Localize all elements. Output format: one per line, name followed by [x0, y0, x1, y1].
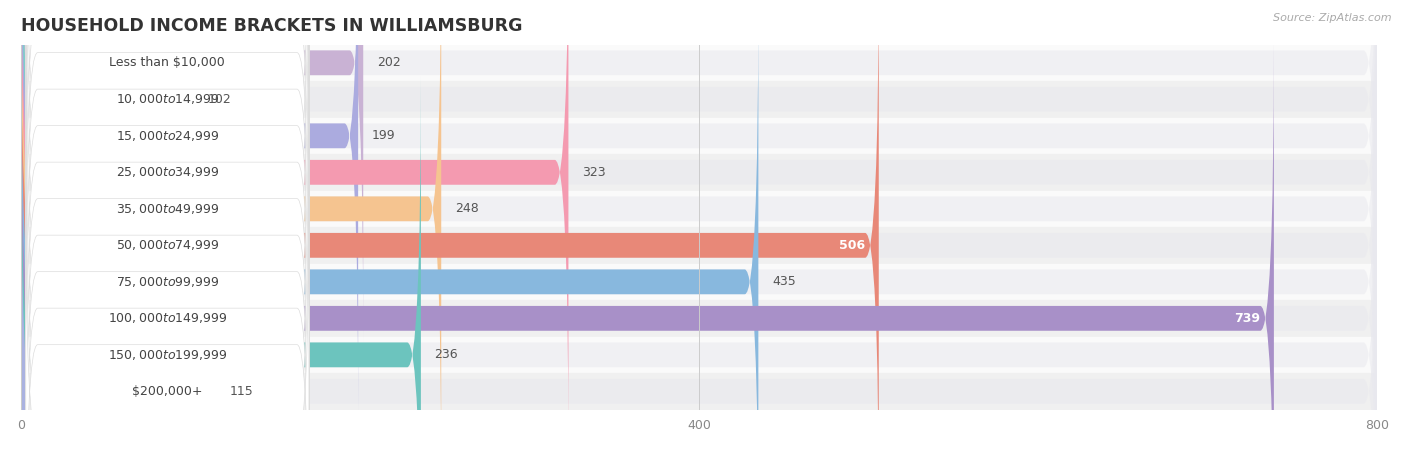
Bar — [21, 264, 1378, 300]
FancyBboxPatch shape — [21, 2, 758, 449]
FancyBboxPatch shape — [21, 39, 1378, 449]
Text: 435: 435 — [772, 275, 796, 288]
FancyBboxPatch shape — [25, 0, 309, 345]
FancyBboxPatch shape — [21, 0, 194, 379]
FancyBboxPatch shape — [21, 112, 215, 449]
Bar — [21, 190, 1378, 227]
FancyBboxPatch shape — [25, 146, 309, 449]
Bar — [21, 373, 1378, 409]
FancyBboxPatch shape — [21, 0, 1378, 449]
Text: $100,000 to $149,999: $100,000 to $149,999 — [108, 311, 226, 326]
FancyBboxPatch shape — [21, 0, 568, 449]
FancyBboxPatch shape — [21, 0, 1378, 449]
Bar — [21, 81, 1378, 118]
Text: HOUSEHOLD INCOME BRACKETS IN WILLIAMSBURG: HOUSEHOLD INCOME BRACKETS IN WILLIAMSBUR… — [21, 17, 522, 35]
FancyBboxPatch shape — [25, 182, 309, 449]
Text: 323: 323 — [582, 166, 606, 179]
Text: $150,000 to $199,999: $150,000 to $199,999 — [108, 348, 226, 362]
FancyBboxPatch shape — [25, 0, 309, 381]
Text: Source: ZipAtlas.com: Source: ZipAtlas.com — [1274, 13, 1392, 23]
Text: $200,000+: $200,000+ — [132, 385, 202, 398]
FancyBboxPatch shape — [21, 0, 1378, 379]
FancyBboxPatch shape — [21, 75, 1378, 449]
FancyBboxPatch shape — [21, 0, 1378, 415]
Text: 506: 506 — [839, 239, 865, 252]
FancyBboxPatch shape — [21, 39, 1274, 449]
FancyBboxPatch shape — [21, 112, 1378, 449]
FancyBboxPatch shape — [25, 110, 309, 449]
FancyBboxPatch shape — [21, 75, 420, 449]
FancyBboxPatch shape — [21, 0, 1378, 343]
FancyBboxPatch shape — [25, 0, 309, 272]
Text: $25,000 to $34,999: $25,000 to $34,999 — [115, 165, 219, 179]
Text: Less than $10,000: Less than $10,000 — [110, 56, 225, 69]
Text: 236: 236 — [434, 348, 458, 361]
FancyBboxPatch shape — [21, 0, 441, 449]
FancyBboxPatch shape — [21, 0, 1378, 449]
FancyBboxPatch shape — [25, 73, 309, 449]
Text: $10,000 to $14,999: $10,000 to $14,999 — [115, 92, 219, 106]
FancyBboxPatch shape — [25, 36, 309, 449]
FancyBboxPatch shape — [25, 0, 309, 308]
FancyBboxPatch shape — [25, 0, 309, 418]
Text: 199: 199 — [371, 129, 395, 142]
Bar — [21, 227, 1378, 264]
Text: 115: 115 — [229, 385, 253, 398]
Bar — [21, 300, 1378, 337]
FancyBboxPatch shape — [21, 0, 359, 415]
Text: 102: 102 — [207, 93, 231, 106]
Text: 202: 202 — [377, 56, 401, 69]
Bar — [21, 337, 1378, 373]
FancyBboxPatch shape — [21, 0, 363, 343]
Bar — [21, 118, 1378, 154]
Text: 739: 739 — [1234, 312, 1260, 325]
Text: $35,000 to $49,999: $35,000 to $49,999 — [115, 202, 219, 216]
Text: $75,000 to $99,999: $75,000 to $99,999 — [115, 275, 219, 289]
FancyBboxPatch shape — [21, 0, 879, 449]
FancyBboxPatch shape — [21, 2, 1378, 449]
Text: $50,000 to $74,999: $50,000 to $74,999 — [115, 238, 219, 252]
Text: 248: 248 — [454, 202, 478, 216]
Bar — [21, 44, 1378, 81]
Bar — [21, 154, 1378, 190]
Text: $15,000 to $24,999: $15,000 to $24,999 — [115, 129, 219, 143]
